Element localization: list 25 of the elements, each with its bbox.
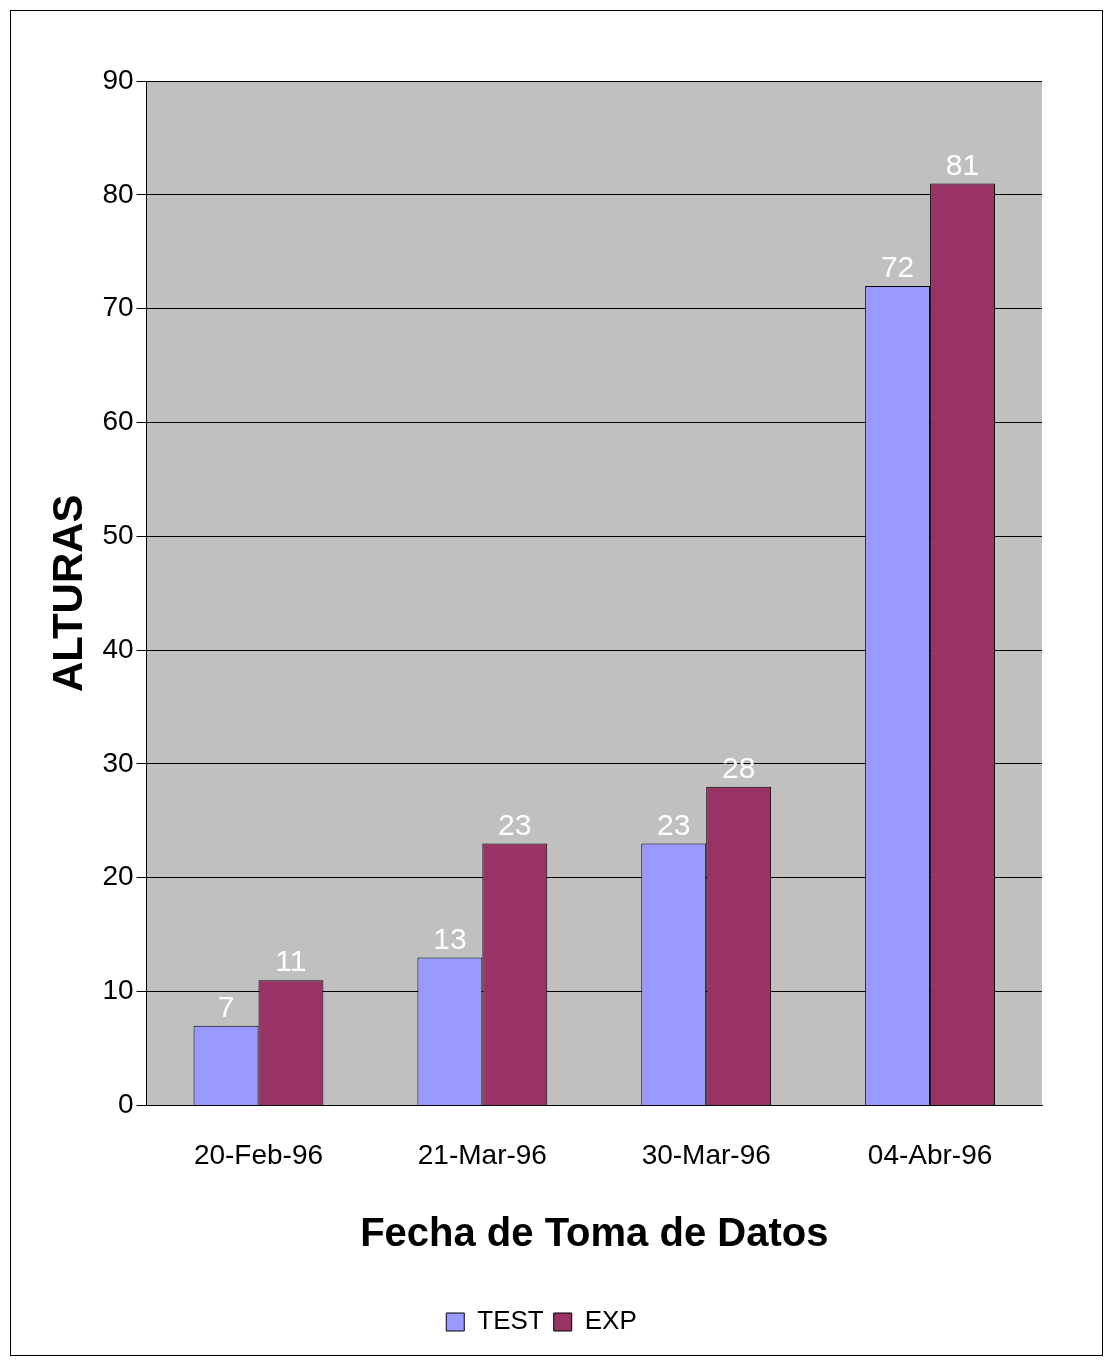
y-tick-label: 60	[102, 405, 134, 437]
data-label: 81	[945, 147, 980, 181]
y-axis-title: ALTURAS	[43, 494, 91, 692]
data-label: 13	[433, 921, 467, 955]
x-tick-label: 21-Mar-96	[417, 1138, 547, 1170]
y-tick-label: 40	[102, 632, 134, 664]
data-label: 72	[880, 250, 915, 284]
data-label: 7	[217, 989, 235, 1023]
x-tick-label: 20-Feb-96	[193, 1138, 324, 1170]
y-tick-label: 20	[102, 860, 134, 892]
x-axis-title: Fecha de Toma de Datos	[360, 1210, 829, 1255]
legend-label: EXP	[584, 1305, 637, 1336]
data-label: 23	[498, 807, 532, 841]
y-tick-label: 10	[102, 974, 134, 1006]
y-tick-label: 90	[102, 63, 134, 95]
data-label: 11	[275, 944, 307, 978]
x-tick-label: 04-Abr-96	[867, 1138, 993, 1170]
y-tick-label: 50	[102, 519, 134, 551]
data-label: 23	[657, 807, 691, 841]
y-tick-label: 80	[102, 177, 134, 209]
x-tick-label: 30-Mar-96	[641, 1138, 771, 1170]
legend-label: TEST	[477, 1305, 544, 1336]
y-tick-label: 30	[102, 746, 134, 778]
y-tick-label: 70	[102, 291, 134, 323]
y-tick-label: 0	[117, 1088, 134, 1120]
